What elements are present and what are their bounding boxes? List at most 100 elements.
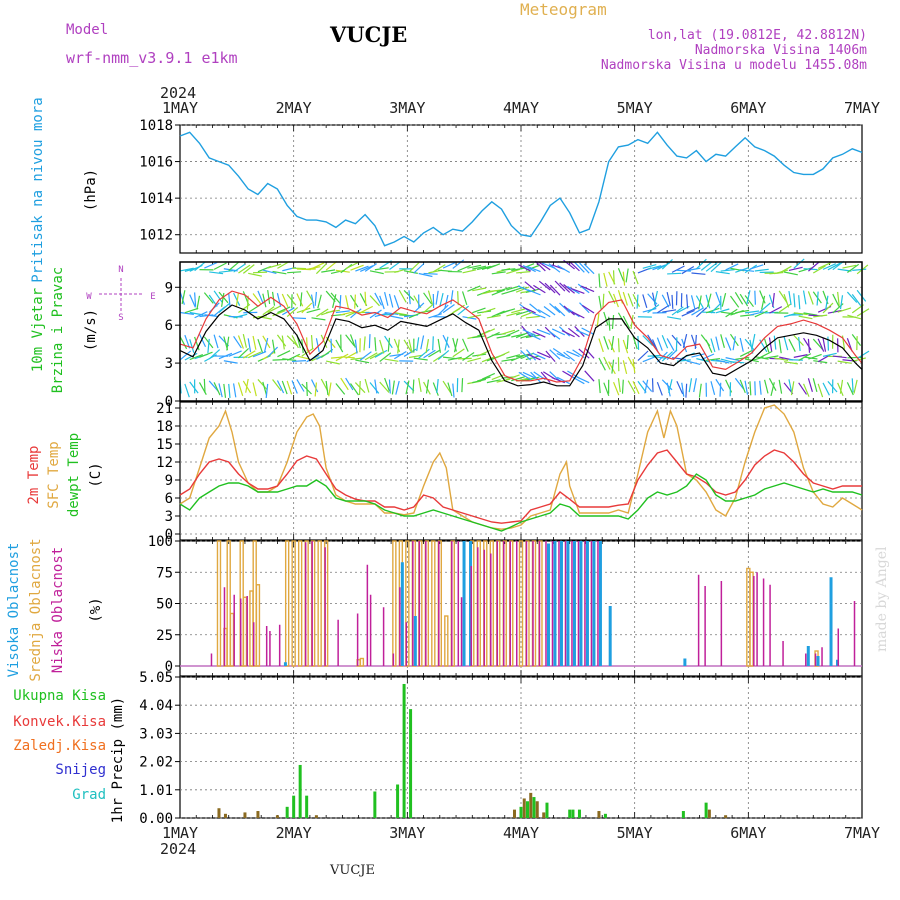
wind-arrow xyxy=(617,338,620,353)
wind-arrow xyxy=(822,382,830,396)
wind-arrow xyxy=(423,302,435,314)
wind-arrow xyxy=(598,273,601,288)
cloud-ytick-label: 50 xyxy=(156,597,173,613)
wind-arrow xyxy=(511,376,525,382)
wind-arrow xyxy=(235,292,240,307)
wind-arrow xyxy=(462,352,475,361)
wind-arrow xyxy=(281,380,288,395)
wind-arrow xyxy=(763,379,769,394)
frozen-precip-bar xyxy=(522,798,526,818)
high-cloud-bar xyxy=(283,662,287,666)
wind-arrow xyxy=(584,370,595,382)
wind-arrow xyxy=(228,383,231,398)
wind-arrow xyxy=(321,269,336,273)
wind-arrow xyxy=(359,351,372,361)
wind-arrow xyxy=(666,382,671,397)
wind-arrow xyxy=(584,347,595,359)
wind-arrow xyxy=(486,289,501,293)
wind-arrow xyxy=(439,292,444,307)
wind-arrow xyxy=(335,383,346,395)
total-precip-bar xyxy=(373,791,377,818)
wind-arrow xyxy=(299,292,303,307)
meteogram-label: Meteogram xyxy=(520,0,607,19)
wind-arrow xyxy=(486,379,501,384)
wind-arrow xyxy=(556,376,570,385)
wind-arrow xyxy=(788,314,803,316)
day-label-top: 7MAY xyxy=(844,99,880,117)
wind-arrow xyxy=(330,338,333,353)
wind-arrow xyxy=(518,371,532,381)
wind-arrow xyxy=(661,258,673,270)
wind-arrow xyxy=(846,382,854,396)
low-cloud-bar xyxy=(805,653,807,666)
low-cloud-bar xyxy=(821,647,823,666)
wind-arrow xyxy=(549,302,561,314)
wind-arrow xyxy=(837,291,840,306)
wind-arrow xyxy=(184,307,199,314)
wind-arrow xyxy=(661,294,670,308)
wind-arrow xyxy=(559,302,571,314)
high-cloud-bar xyxy=(566,541,570,666)
wind-arrow xyxy=(374,267,389,271)
wind-arrow xyxy=(423,292,433,305)
day-label-top: 4MAY xyxy=(503,99,539,117)
wind-arrow xyxy=(286,380,293,395)
wind-arrow xyxy=(515,310,530,316)
wind-arrow xyxy=(768,378,777,391)
wind-arrow xyxy=(320,334,328,348)
wind-arrow xyxy=(317,294,322,309)
low-cloud-bar xyxy=(551,541,554,666)
wind-arrow xyxy=(204,261,218,269)
low-cloud-bar xyxy=(366,564,369,666)
wind-arrow xyxy=(735,356,750,360)
wind-arrow xyxy=(374,337,377,352)
wind-arrow xyxy=(420,335,425,350)
wind-arrow xyxy=(721,293,727,307)
wind-frame-top xyxy=(179,261,863,402)
wind-arrow xyxy=(739,379,746,394)
low-cloud-bar xyxy=(837,628,840,666)
mid-cloud-bar xyxy=(392,540,397,667)
wind-arrow xyxy=(686,267,701,272)
wind-arrow xyxy=(627,293,634,307)
total-precip-bar xyxy=(545,802,549,818)
wind-arrow xyxy=(527,289,541,296)
wind-arrow xyxy=(749,381,752,396)
wind-arrow xyxy=(846,291,858,303)
low-cloud-bar xyxy=(210,653,213,666)
wind-arrow xyxy=(194,292,197,307)
wind-arrow xyxy=(537,351,551,359)
wind-arrow xyxy=(540,371,551,384)
frozen-precip-bar xyxy=(243,812,247,818)
wind-arrow xyxy=(822,352,837,357)
wind-arrow xyxy=(676,380,684,395)
wind-arrow xyxy=(262,269,277,274)
mid-cloud-bar xyxy=(359,657,365,667)
wind-arrow xyxy=(364,352,378,361)
frozen-precip-bar xyxy=(513,809,517,818)
wind-arrow xyxy=(286,353,301,361)
wind-arrow xyxy=(452,383,455,398)
wind-arrow xyxy=(301,347,314,357)
wind-arrow xyxy=(364,378,370,393)
low-cloud-bar xyxy=(564,541,567,666)
wind-arrow xyxy=(686,294,689,309)
low-cloud-bar xyxy=(577,541,580,666)
low-cloud-bar xyxy=(278,624,281,666)
wind-arrow xyxy=(326,309,341,314)
wind-arrow xyxy=(556,352,570,360)
wind-arrow xyxy=(720,334,725,348)
wind-arrow xyxy=(759,290,766,304)
wind-arrow xyxy=(374,349,388,358)
wind-arrow xyxy=(627,380,636,394)
wind-arrow xyxy=(369,351,383,360)
mid-cloud-bar xyxy=(444,615,449,667)
wind-arrow xyxy=(276,380,285,394)
wind-arrow xyxy=(524,281,536,291)
precip-ytick-label: 0.00 xyxy=(139,811,173,827)
wind-arrow xyxy=(408,339,413,354)
wind-arrow xyxy=(511,354,525,362)
wind-arrow xyxy=(194,336,200,351)
wind-arrow xyxy=(467,314,482,319)
